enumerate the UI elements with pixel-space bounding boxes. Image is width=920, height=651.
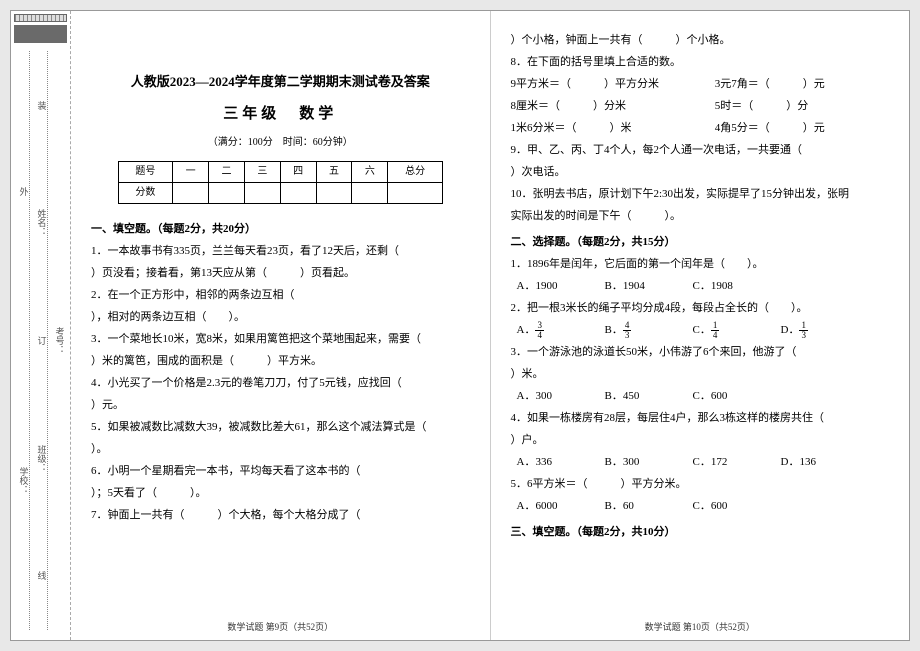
binding-col-inner: 考号： xyxy=(53,51,67,630)
qb-1-opts: A．1900 B．1904 C．1908 xyxy=(511,275,890,297)
page-right: ）个小格，钟面上一共有（ ）个小格。 8．在下面的括号里填上合适的数。 9平方米… xyxy=(491,11,910,640)
opt: B．450 xyxy=(605,385,675,407)
pages: 人教版2023—2024学年度第二学期期末测试卷及答案 三年级 数学 （满分：1… xyxy=(71,11,909,640)
qb-2: 2．把一根3米长的绳子平均分成4段，每段占全长的（ ）。 xyxy=(511,297,890,319)
qa-8-2a: 8厘米＝（ ）分米 xyxy=(511,95,685,117)
qb-3a: 3．一个游泳池的泳道长50米，小伟游了6个来回，他游了（ xyxy=(511,341,890,363)
opt: D．13 xyxy=(781,319,851,341)
opt: A．34 xyxy=(517,319,587,341)
qa-8-3a: 1米6分米＝（ ）米 xyxy=(511,117,685,139)
qa-2a: 2．在一个正方形中，相邻的两条边互相（ xyxy=(91,284,470,306)
binding-label-school: 学校： xyxy=(18,467,31,494)
binding-col-mid: 装 姓名： 订 班级： 线 xyxy=(35,51,49,630)
qa-7: 7．钟面上一共有（ ）个大格，每个大格分成了（ xyxy=(91,504,470,526)
opt: B．1904 xyxy=(605,275,675,297)
qa-4a: 4．小光买了一个价格是2.3元的卷笔刀刀，付了5元钱，应找回（ xyxy=(91,372,470,394)
table-row: 题号 一 二 三 四 五 六 总分 xyxy=(118,162,443,183)
col-3: 三 xyxy=(244,162,280,183)
ruler-top xyxy=(14,14,67,22)
qb-1: 1．1896年是闰年，它后面的第一个闰年是（ ）。 xyxy=(511,253,890,275)
opt: A．336 xyxy=(517,451,587,473)
qa-2b: ），相对的两条边互相（ ）。 xyxy=(91,306,470,328)
binding-label-name: 姓名： xyxy=(36,209,49,236)
col-total: 总分 xyxy=(388,162,443,183)
qa-6b: ）；5天看了（ ）。 xyxy=(91,482,470,504)
qa-10a: 10．张明去书店，原计划下午2:30出发，实际提早了15分钟出发，张明 xyxy=(511,183,890,205)
binding-label-class: 班级： xyxy=(36,445,49,472)
opt: A．6000 xyxy=(517,495,587,517)
qa-1a: 1．一本故事书有335页，兰兰每天看23页，看了12天后，还剩（ xyxy=(91,240,470,262)
section-a-heading: 一、填空题。（每题2分，共20分） xyxy=(91,218,470,240)
qa-7c: ）个小格，钟面上一共有（ ）个小格。 xyxy=(511,29,890,51)
exam-title: 人教版2023—2024学年度第二学期期末测试卷及答案 xyxy=(91,69,470,95)
binding-note-zhuang: 装 xyxy=(36,101,49,110)
footer-left: 数学试题 第9页（共52页） xyxy=(71,618,490,636)
opt: C．1908 xyxy=(693,275,763,297)
col-6: 六 xyxy=(352,162,388,183)
opt: B．60 xyxy=(605,495,675,517)
opt: A．1900 xyxy=(517,275,587,297)
qa-3a: 3．一个菜地长10米，宽8米，如果用篱笆把这个菜地围起来，需要（ xyxy=(91,328,470,350)
qa-8-1b: 3元7角＝（ ）元 xyxy=(715,73,889,95)
table-row: 分数 xyxy=(118,183,443,204)
score-table: 题号 一 二 三 四 五 六 总分 分数 xyxy=(118,161,444,204)
section-c-heading: 三、填空题。（每题2分，共10分） xyxy=(511,521,890,543)
exam-grade: 三年级 数学 xyxy=(91,99,470,129)
binding-label-examno: 考号： xyxy=(54,327,67,354)
binding-strip: 外 学校： 装 姓名： 订 班级： 线 考号： xyxy=(11,11,71,640)
opt: D．136 xyxy=(781,451,851,473)
page-left: 人教版2023—2024学年度第二学期期末测试卷及答案 三年级 数学 （满分：1… xyxy=(71,11,491,640)
opt: A．300 xyxy=(517,385,587,407)
opt: B．300 xyxy=(605,451,675,473)
row-header-2: 分数 xyxy=(118,183,173,204)
qa-5b: ）。 xyxy=(91,438,470,460)
col-2: 二 xyxy=(209,162,245,183)
qb-5-opts: A．6000 B．60 C．600 xyxy=(511,495,890,517)
row-header-1: 题号 xyxy=(118,162,173,183)
qa-1b: ）页没看；接着看，第13天应从第（ ）页看起。 xyxy=(91,262,470,284)
qb-3b: ）米。 xyxy=(511,363,890,385)
qa-5a: 5．如果被减数比减数大39，被减数比差大61，那么这个减法算式是（ xyxy=(91,416,470,438)
section-b-heading: 二、选择题。（每题2分，共15分） xyxy=(511,231,890,253)
qb-4b: ）户。 xyxy=(511,429,890,451)
qa-9a: 9．甲、乙、丙、丁4个人，每2个人通一次电话，一共要通（ xyxy=(511,139,890,161)
qa-8: 8．在下面的括号里填上合适的数。 xyxy=(511,51,890,73)
opt: C．600 xyxy=(693,495,763,517)
opt: C．14 xyxy=(693,319,763,341)
qa-8-3b: 4角5分＝（ ）元 xyxy=(715,117,889,139)
qa-8-1a: 9平方米＝（ ）平方分米 xyxy=(511,73,685,95)
qa-8-2b: 5时＝（ ）分 xyxy=(715,95,889,117)
binding-outer-label: 外 xyxy=(18,187,31,196)
qa-9b: ）次电话。 xyxy=(511,161,890,183)
opt: C．172 xyxy=(693,451,763,473)
qa-4b: ）元。 xyxy=(91,394,470,416)
col-1: 一 xyxy=(173,162,209,183)
col-4: 四 xyxy=(280,162,316,183)
binding-note-xian: 线 xyxy=(36,571,49,580)
qb-3-opts: A．300 B．450 C．600 xyxy=(511,385,890,407)
qa-10b: 实际出发的时间是下午（ ）。 xyxy=(511,205,890,227)
qa-3b: ）米的篱笆，围成的面积是（ ）平方米。 xyxy=(91,350,470,372)
qa-6a: 6．小明一个星期看完一本书，平均每天看了这本书的（ xyxy=(91,460,470,482)
exam-subtitle: （满分：100分 时间：60分钟） xyxy=(91,133,470,153)
col-5: 五 xyxy=(316,162,352,183)
binding-note-ding: 订 xyxy=(36,336,49,345)
qb-4-opts: A．336 B．300 C．172 D．136 xyxy=(511,451,890,473)
qb-5: 5．6平方米＝（ ）平方分米。 xyxy=(511,473,890,495)
dark-band xyxy=(14,25,67,43)
opt: C．600 xyxy=(693,385,763,407)
footer-right: 数学试题 第10页（共52页） xyxy=(491,618,910,636)
exam-sheet: 外 学校： 装 姓名： 订 班级： 线 考号： 人教版2023—2024学年度第… xyxy=(10,10,910,641)
qb-4a: 4．如果一栋楼房有28层，每层住4户，那么3栋这样的楼房共住（ xyxy=(511,407,890,429)
opt: B．43 xyxy=(605,319,675,341)
binding-col-outer: 外 学校： xyxy=(17,51,31,630)
qb-2-opts: A．34 B．43 C．14 D．13 xyxy=(511,319,890,341)
